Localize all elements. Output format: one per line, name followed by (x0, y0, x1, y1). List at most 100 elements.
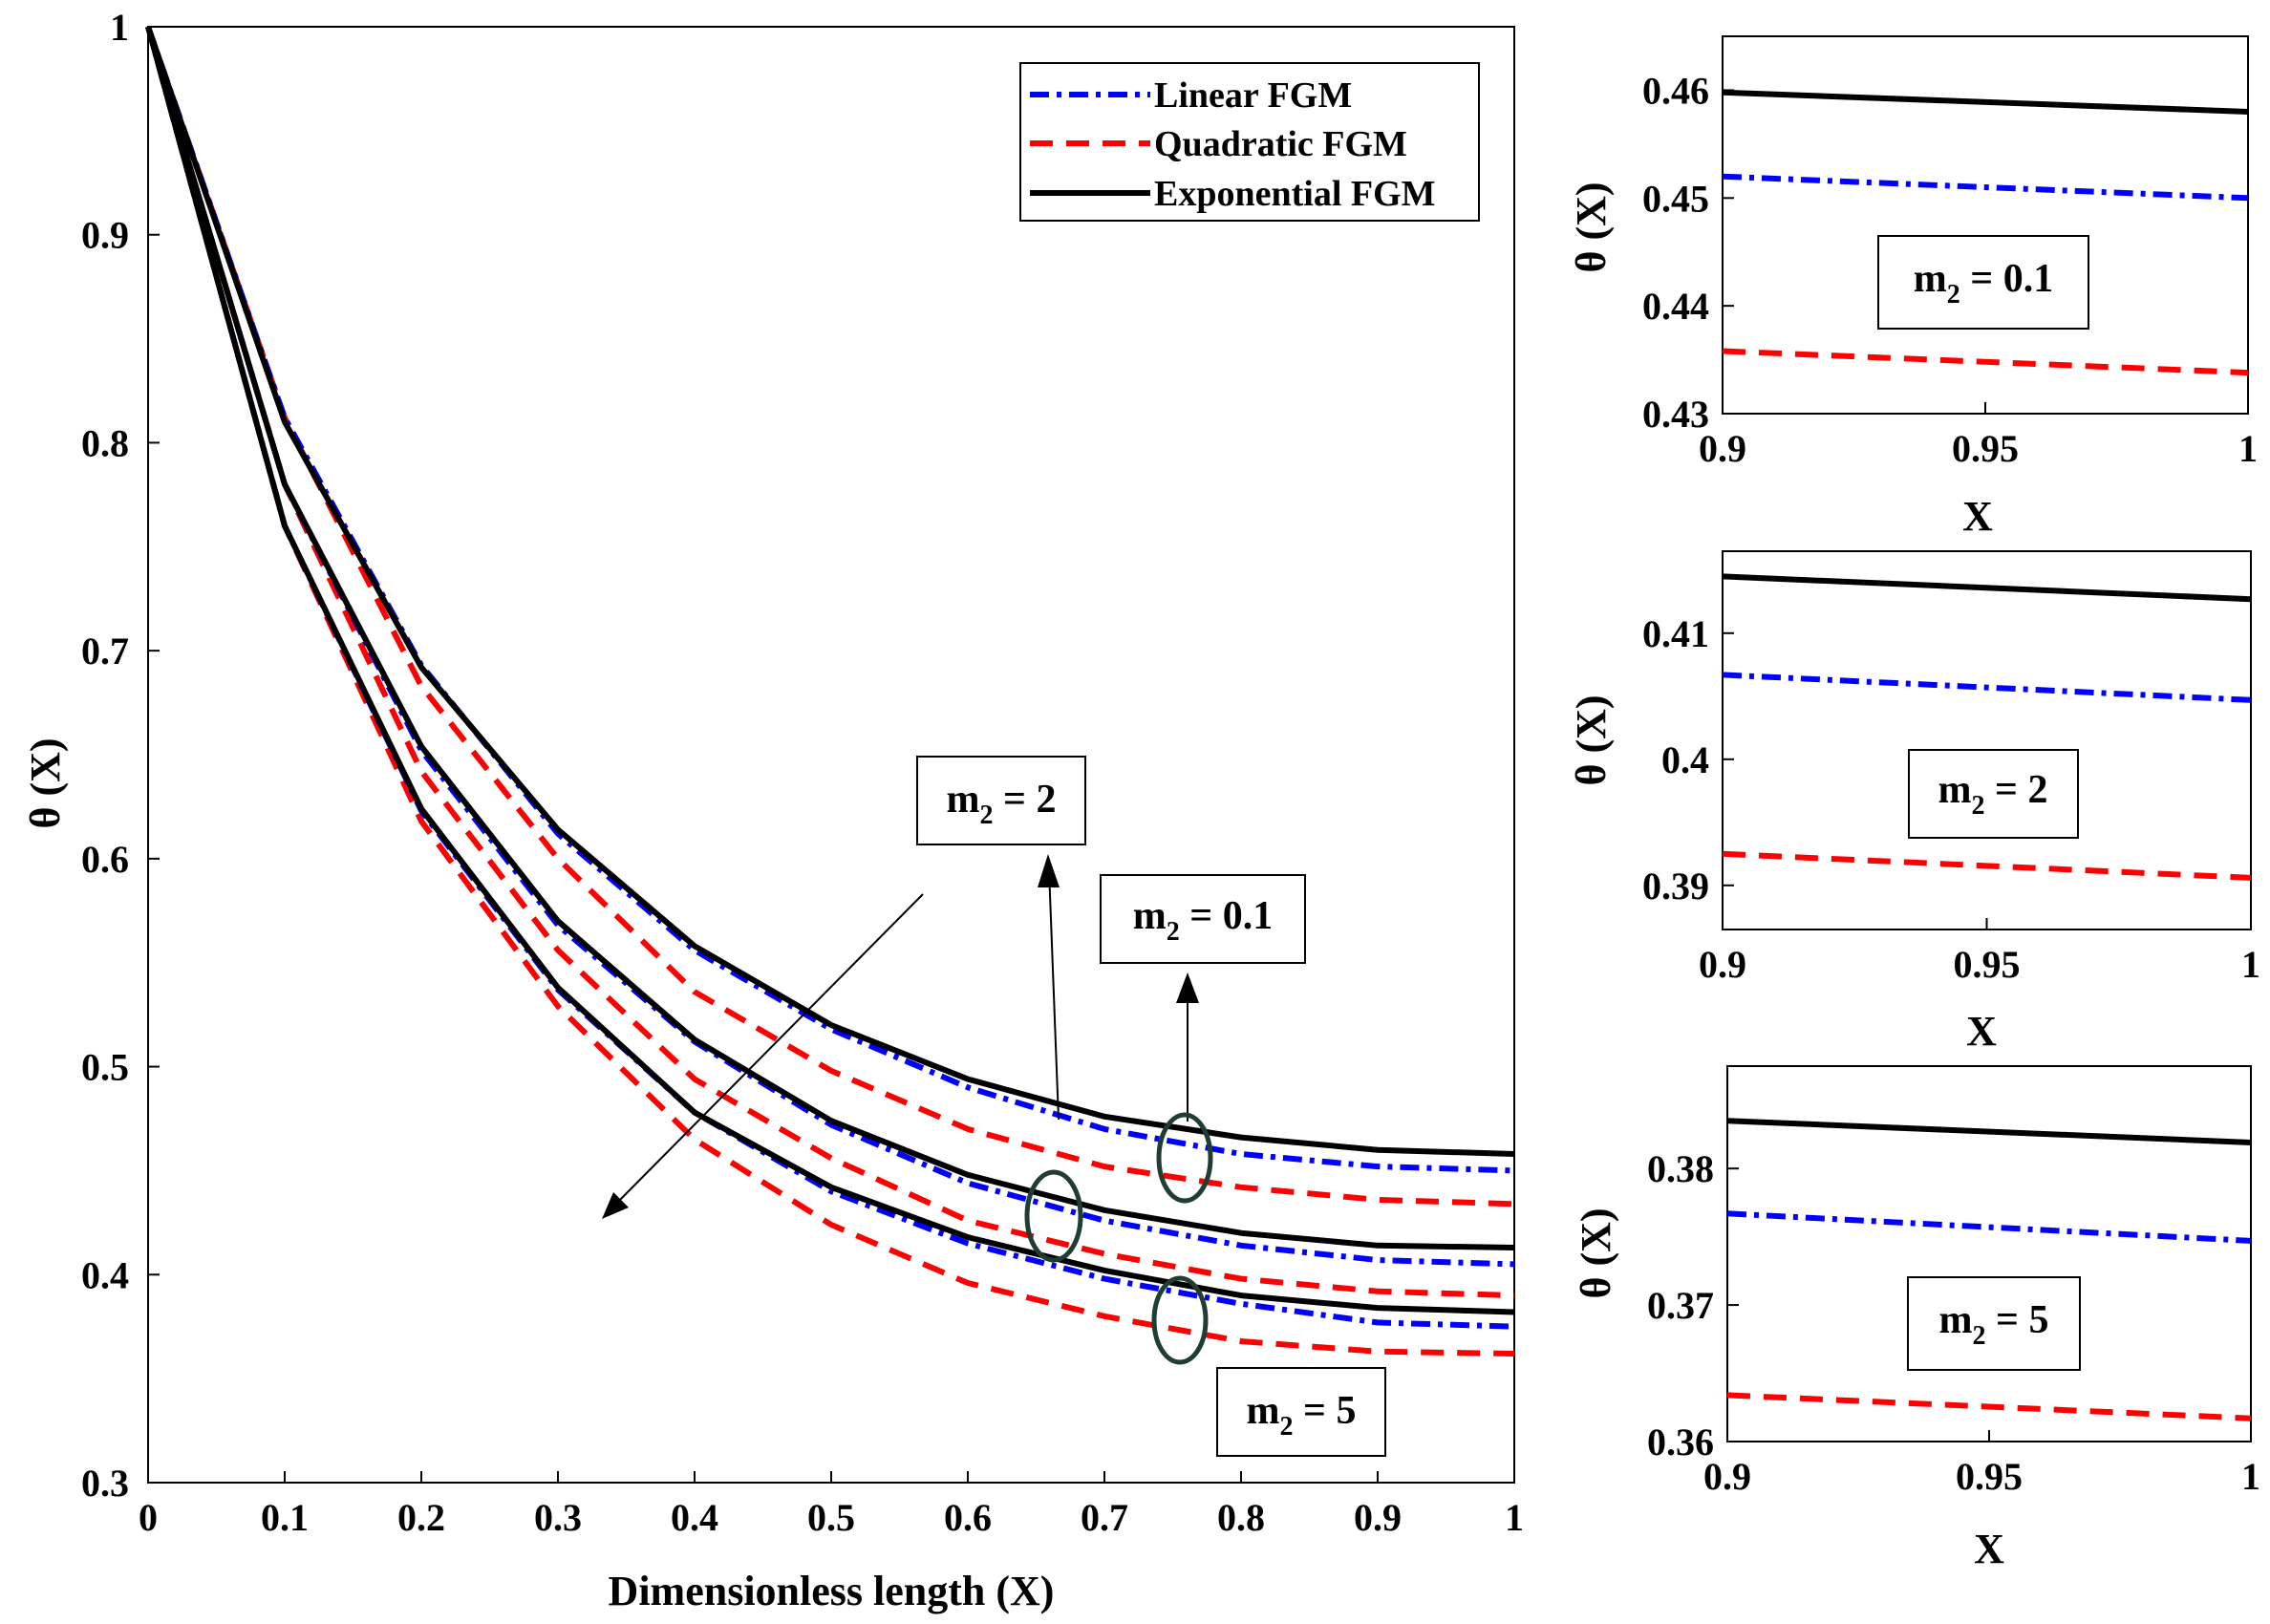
main-annotations-graphics (602, 854, 1213, 1365)
main-series-exponential-fgm-m2-5 (145, 26, 1515, 1315)
main-series-exponential-fgm-m2-2 (145, 26, 1515, 1250)
inset-2-y-label: θ (X) (1568, 694, 1615, 785)
main-x-ticks: 0 0.1 0.2 0.3 0.4 0.5 0.6 0.7 0.8 0.9 1 (139, 1471, 1524, 1539)
inset-3-x-tick-label: 1 (2241, 1455, 2260, 1498)
main-x-tick-label: 0.7 (1081, 1496, 1128, 1539)
inset-3-y-tick-label: 0.36 (1647, 1421, 1714, 1464)
inset-3-x-label: X (1974, 1526, 2004, 1572)
inset-3-x-tick-label: 0.9 (1703, 1455, 1751, 1498)
main-series-linear-fgm-m2-5 (145, 26, 1515, 1330)
inset-2-label: m2 = 2 (1938, 768, 2048, 821)
label-m2-5: m2 = 5 (1247, 1389, 1357, 1442)
inset-1-series-exponential-fgm (1722, 89, 2249, 115)
inset-2-label-box: m2 = 2 (1908, 749, 2079, 839)
ellipse-m2-5 (1151, 1275, 1209, 1365)
inset-1-y-tick-label: 0.45 (1642, 177, 1709, 220)
inset-m2-2: 0.9 0.95 1 0.39 0.4 0.41 m2 = 2 X θ (X) (1568, 550, 2260, 1055)
inset-3-y-ticks: 0.36 0.37 0.38 (1647, 1147, 1739, 1464)
inset-1-y-label: θ (X) (1568, 182, 1615, 272)
inset-1-series-linear-fgm (1722, 173, 2249, 202)
increase-arrow-head (602, 1192, 629, 1219)
inset-1-series (1722, 89, 2249, 376)
main-x-tick-label: 0.3 (534, 1496, 582, 1539)
legend-label-quadratic: Quadratic FGM (1154, 124, 1407, 164)
inset-3-y-tick-label: 0.38 (1647, 1147, 1714, 1190)
inset-1-label: m2 = 0.1 (1914, 257, 2053, 310)
inset-m2-0-1: 0.9 0.95 1 0.43 0.44 0.45 0.46 m2 = 0.1 X θ (… (1568, 35, 2258, 540)
increase-arrow (613, 893, 924, 1207)
inset-1-y-tick-label: 0.43 (1642, 393, 1709, 436)
inset-3-series-exponential-fgm (1726, 1118, 2252, 1145)
inset-1-x-tick-label: 1 (2238, 427, 2258, 470)
inset-1-label-box: m2 = 0.1 (1877, 235, 2089, 330)
main-y-tick-label: 0.7 (81, 630, 129, 673)
main-y-tick-label: 0.4 (81, 1253, 129, 1296)
inset-1-x-label: X (1962, 493, 1993, 540)
main-x-tick-label: 0.2 (397, 1496, 445, 1539)
inset-1-x-tick-label: 0.95 (1952, 427, 2019, 470)
inset-3-series-quadratic-fgm (1726, 1392, 2252, 1421)
inset-1-y-ticks: 0.43 0.44 0.45 0.46 (1642, 69, 1734, 436)
label-box-m2-01: m2 = 0.1 (1100, 874, 1306, 964)
main-x-axis-label: Dimensionless length (X) (609, 1568, 1055, 1614)
legend-label-exponential: Exponential FGM (1154, 174, 1436, 214)
inset-1-x-tick-label: 0.9 (1699, 427, 1746, 470)
inset-1-x-ticks: 0.9 0.95 1 (1699, 402, 2258, 470)
inset-2-series (1722, 573, 2252, 881)
inset-2-y-tick-label: 0.41 (1642, 612, 1709, 655)
ellipse-m2-2 (1024, 1169, 1083, 1263)
inset-2-x-ticks: 0.9 0.95 1 (1699, 918, 2260, 986)
main-series-quadratic-fgm-m2-5 (145, 26, 1515, 1357)
main-y-axis-label: θ (X) (22, 737, 69, 828)
ellipse-m2-01 (1156, 1112, 1213, 1204)
main-series-exponential-fgm-m2-0-1 (145, 26, 1515, 1157)
main-x-tick-label: 0.4 (671, 1496, 718, 1539)
inset-3-label-box: m2 = 5 (1907, 1276, 2081, 1371)
label-box-m2-5: m2 = 5 (1216, 1367, 1386, 1457)
label-m2-2: m2 = 2 (947, 778, 1057, 830)
main-x-tick-label: 0 (139, 1496, 158, 1539)
main-series (145, 26, 1515, 1357)
main-x-tick-label: 0.1 (261, 1496, 309, 1539)
main-y-tick-label: 0.3 (81, 1462, 129, 1505)
inset-3-series (1726, 1118, 2252, 1421)
main-x-tick-label: 1 (1505, 1496, 1524, 1539)
inset-2-x-tick-label: 0.95 (1954, 943, 2021, 986)
inset-3-series-linear-fgm (1726, 1210, 2252, 1244)
inset-3-y-label: θ (X) (1573, 1207, 1619, 1298)
inset-2-x-tick-label: 1 (2241, 943, 2260, 986)
main-y-tick-label: 0.8 (81, 421, 129, 464)
inset-1-y-tick-label: 0.46 (1642, 69, 1709, 112)
label-m2-01: m2 = 0.1 (1133, 894, 1273, 947)
arrow-m2-2-head (1038, 854, 1060, 887)
main-x-tick-label: 0.9 (1354, 1496, 1402, 1539)
inset-3-x-tick-label: 0.95 (1956, 1455, 2023, 1498)
inset-1-y-tick-label: 0.44 (1642, 285, 1709, 328)
label-box-m2-2: m2 = 2 (916, 756, 1086, 845)
main-series-quadratic-fgm-m2-0-1 (145, 26, 1515, 1207)
inset-2-series-quadratic-fgm (1722, 850, 2252, 881)
main-y-tick-label: 0.6 (81, 838, 129, 881)
inset-m2-5: 0.9 0.95 1 0.36 0.37 0.38 m2 = 5 X θ (X) (1573, 1065, 2260, 1572)
main-y-tick-label: 0.5 (81, 1046, 129, 1089)
inset-1-series-quadratic-fgm (1722, 348, 2249, 376)
arrow-m2-2-shaft (1048, 868, 1060, 1121)
inset-2-y-tick-label: 0.4 (1661, 738, 1709, 781)
inset-3-y-tick-label: 0.37 (1647, 1284, 1714, 1327)
legend: Linear FGM Quadratic FGM Exponential FGM (1019, 62, 1480, 222)
main-y-tick-label: 0.9 (81, 214, 129, 257)
inset-3-label: m2 = 5 (1939, 1298, 2049, 1351)
inset-2-y-tick-label: 0.39 (1642, 865, 1709, 908)
main-y-tick-label: 1 (110, 6, 129, 49)
main-plot: 0 0.1 0.2 0.3 0.4 0.5 0.6 0.7 0.8 0.9 1 0.3 0.4 0.5 0… (22, 6, 1524, 1614)
inset-3-x-ticks: 0.9 0.95 1 (1703, 1430, 2260, 1498)
inset-2-x-label: X (1966, 1008, 1997, 1055)
inset-2-series-exponential-fgm (1722, 573, 2252, 603)
inset-2-x-tick-label: 0.9 (1699, 943, 1746, 986)
main-x-tick-label: 0.6 (944, 1496, 992, 1539)
main-y-ticks: 0.3 0.4 0.5 0.6 0.7 0.8 0.9 1 (81, 6, 160, 1505)
inset-2-series-linear-fgm (1722, 672, 2252, 703)
inset-2-y-ticks: 0.39 0.4 0.41 (1642, 612, 1734, 908)
arrow-m2-01-head (1176, 972, 1199, 1003)
